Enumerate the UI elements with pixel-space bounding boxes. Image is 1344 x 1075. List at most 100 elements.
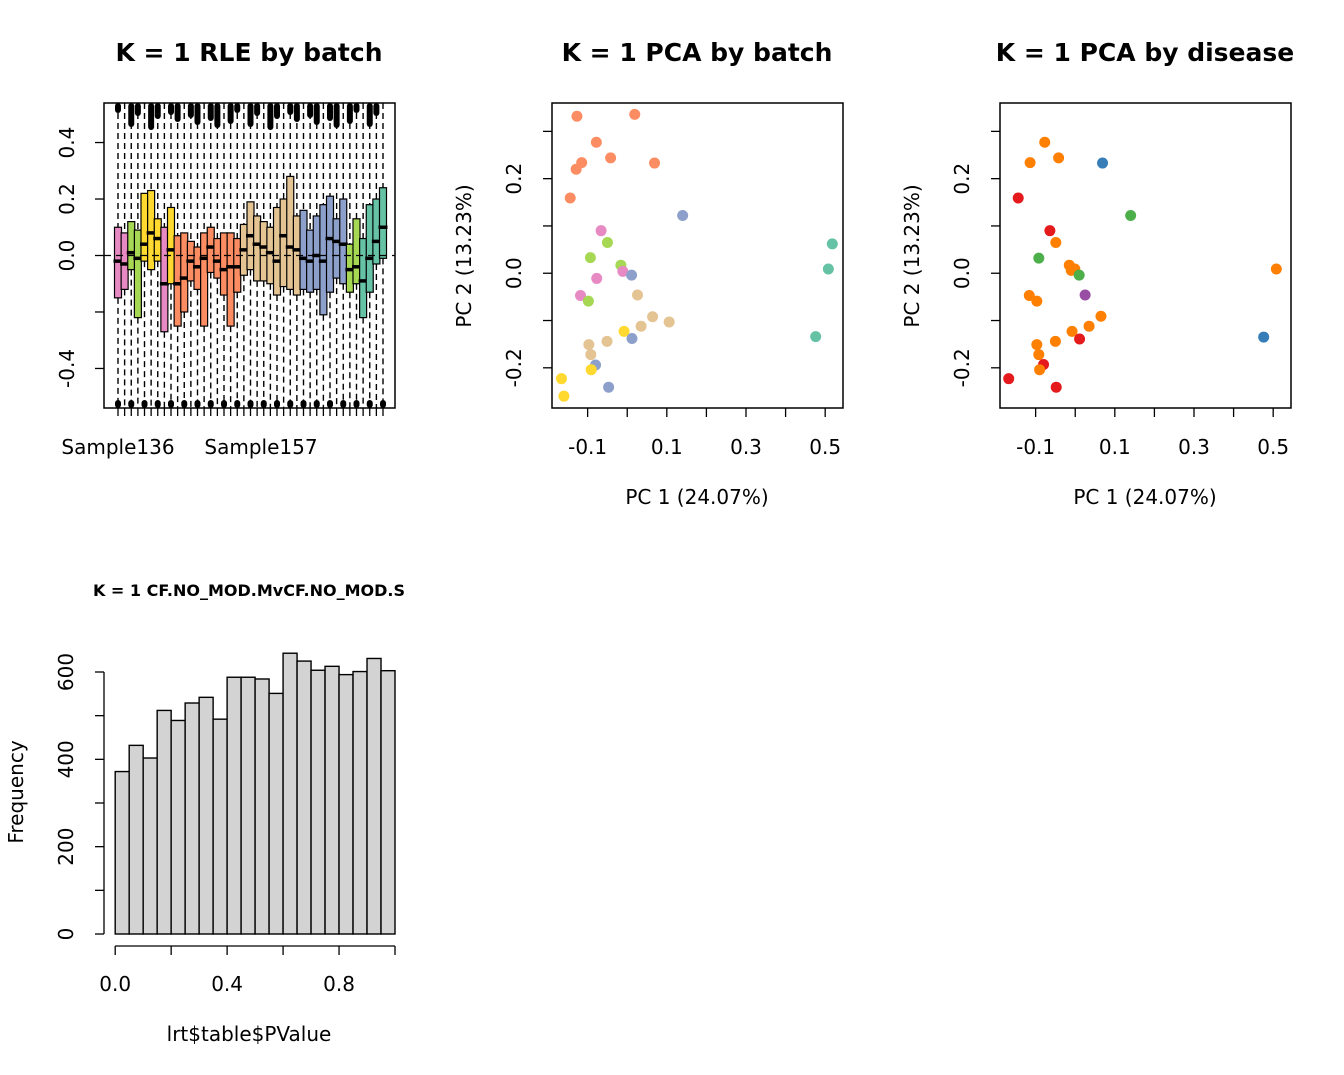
x-tick-label: 0.3: [1178, 435, 1210, 459]
plot-frame: [551, 102, 844, 409]
pca-point: [810, 331, 822, 343]
rle-box: [279, 198, 288, 288]
outlier-mark-bottom: [181, 400, 188, 408]
y-tick-label: 0.0: [55, 240, 79, 272]
histogram-bar: [352, 670, 368, 935]
pca-point: [605, 152, 617, 164]
pca-point: [618, 325, 630, 337]
rle-box: [120, 232, 129, 290]
pca-point: [626, 269, 638, 281]
rle-box: [180, 232, 189, 313]
y-tick-label: 400: [54, 740, 78, 778]
outlier-mark-bottom: [221, 400, 227, 408]
pca-point: [1050, 381, 1062, 393]
y-tick-label: 0.0: [502, 257, 526, 289]
histogram-title: K = 1 CF.NO_MOD.MvCF.NO_MOD.S: [93, 581, 405, 600]
outlier-mark-top: [247, 103, 254, 127]
histogram-bar: [142, 757, 158, 935]
rle-box: [160, 226, 169, 333]
histogram-bar: [338, 673, 354, 935]
pca-disease-ylabel: PC 2 (13.23%): [900, 184, 924, 327]
plot-frame: [999, 102, 1292, 409]
pca-point: [1258, 331, 1270, 343]
outlier-mark-top: [187, 103, 194, 118]
rle-boxplot-panel: K = 1 RLE by batch -0.4 0.0 0.2 0.4 Sample13…: [55, 38, 396, 459]
x-tick-label: -0.1: [568, 435, 607, 459]
x-tick-label: Sample157: [204, 435, 317, 459]
x-tick-label: -0.1: [1016, 435, 1055, 459]
outlier-mark-top: [254, 103, 261, 116]
outlier-mark-top: [134, 103, 141, 116]
outlier-mark-top: [327, 103, 333, 121]
x-tick-label: Sample136: [61, 435, 174, 459]
x-tick-label: 0.8: [323, 972, 355, 996]
histogram-bar: [310, 669, 326, 935]
pca-point: [1033, 252, 1045, 264]
histogram-bar: [268, 692, 284, 935]
pca-point: [1044, 225, 1056, 237]
pca-point: [649, 157, 661, 169]
pca-point: [1066, 325, 1078, 337]
outlier-mark-top: [168, 103, 174, 115]
rle-box: [147, 189, 156, 271]
outlier-mark-top: [174, 103, 181, 122]
outlier-mark-top: [313, 103, 320, 125]
pca-point: [1270, 263, 1282, 275]
pca-point: [571, 110, 583, 122]
pca-point: [564, 192, 576, 204]
histogram-ylabel: Frequency: [4, 740, 28, 843]
histogram-bar: [282, 652, 298, 935]
histogram-bar: [380, 669, 396, 935]
y-tick-label: 200: [54, 828, 78, 866]
rle-box: [332, 218, 341, 279]
histogram-bar: [254, 678, 270, 935]
pca-point: [570, 163, 582, 175]
outlier-mark-bottom: [313, 400, 320, 408]
rle-box: [352, 218, 361, 285]
pca-batch-ylabel: PC 2 (13.23%): [452, 184, 476, 327]
pca-disease-title: K = 1 PCA by disease: [996, 38, 1294, 67]
rle-box: [325, 195, 335, 293]
histogram-bar: [156, 709, 172, 935]
pca-point: [1095, 310, 1107, 322]
rle-box: [359, 237, 368, 319]
pca-point: [1031, 295, 1043, 307]
outlier-mark-bottom: [168, 400, 174, 408]
pca-point: [663, 316, 675, 328]
outlier-mark-top: [115, 103, 121, 113]
rle-box: [299, 209, 308, 290]
outlier-mark-bottom: [380, 400, 386, 408]
outlier-mark-bottom: [194, 400, 201, 408]
histogram-bar: [366, 657, 382, 935]
pca-batch-xlabel: PC 1 (24.07%): [625, 485, 768, 509]
rle-box: [200, 232, 209, 327]
pca-point: [601, 236, 613, 248]
pca-point: [1050, 236, 1062, 248]
outlier-mark-top: [227, 103, 234, 124]
rle-box: [127, 221, 136, 271]
outlier-mark-bottom: [300, 400, 307, 408]
outlier-mark-top: [353, 103, 360, 113]
y-tick-label: 0.4: [55, 127, 79, 159]
outlier-mark-top: [333, 103, 340, 128]
pca-point: [585, 349, 597, 361]
x-tick-label: 0.4: [211, 972, 243, 996]
pca-point: [1053, 152, 1065, 164]
outlier-mark-top: [287, 103, 294, 115]
pca-point: [601, 335, 613, 347]
rle-box: [378, 187, 388, 259]
pca-point: [1012, 192, 1024, 204]
outlier-mark-bottom: [154, 400, 161, 408]
rle-box: [173, 235, 182, 327]
pca-point: [1073, 269, 1085, 281]
rle-title: K = 1 RLE by batch: [115, 38, 382, 67]
histogram-bar: [324, 665, 340, 935]
rle-box: [213, 237, 222, 279]
rle-box: [312, 215, 321, 290]
pca-disease-panel: K = 1 PCA by disease PC 1 (24.07%) PC 2 …: [900, 38, 1294, 509]
rle-box: [286, 175, 295, 290]
rle-box: [226, 232, 235, 327]
y-tick-label: -0.4: [55, 349, 79, 388]
histogram-bar: [128, 744, 144, 935]
